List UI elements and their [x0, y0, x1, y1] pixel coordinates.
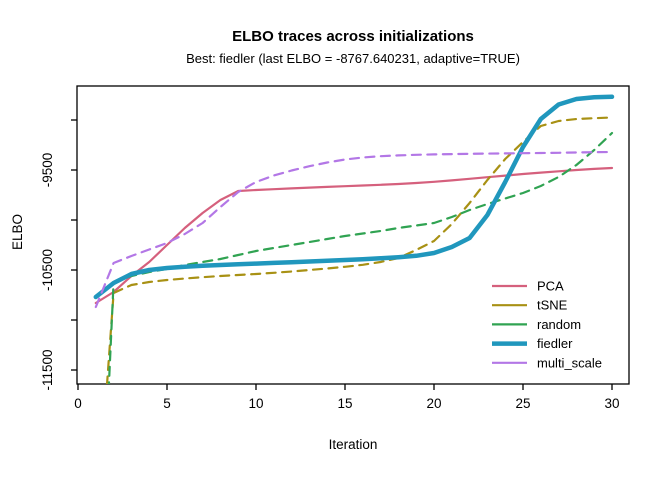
legend-label-tSNE: tSNE: [537, 298, 568, 313]
chart-subtitle: Best: fiedler (last ELBO = -8767.640231,…: [186, 51, 520, 66]
legend-label-random: random: [537, 317, 581, 332]
x-tick-label: 5: [163, 396, 171, 411]
x-axis-title: Iteration: [328, 437, 378, 452]
plot-box: [76, 85, 630, 385]
x-tick-label: 15: [337, 396, 352, 411]
series-line-PCA: [94, 166, 614, 305]
y-tick-label: -10500: [40, 249, 55, 291]
x-tick-label: 30: [604, 396, 619, 411]
x-tick-label: 0: [74, 396, 82, 411]
chart-title: ELBO traces across initializations: [232, 28, 474, 45]
legend-label-fiedler: fiedler: [537, 336, 573, 351]
series-line-multi_scale: [94, 150, 614, 309]
y-tick-label: -11500: [40, 349, 55, 390]
legend-label-multi_scale: multi_scale: [537, 355, 602, 370]
x-tick-label: 25: [515, 396, 530, 411]
series-line-tSNE: [105, 116, 614, 384]
legend-label-PCA: PCA: [537, 279, 564, 294]
x-tick-label: 10: [248, 396, 263, 411]
series-line-fiedler: [93, 94, 615, 300]
y-tick-label: -9500: [40, 153, 55, 188]
x-tick-label: 20: [426, 396, 441, 411]
